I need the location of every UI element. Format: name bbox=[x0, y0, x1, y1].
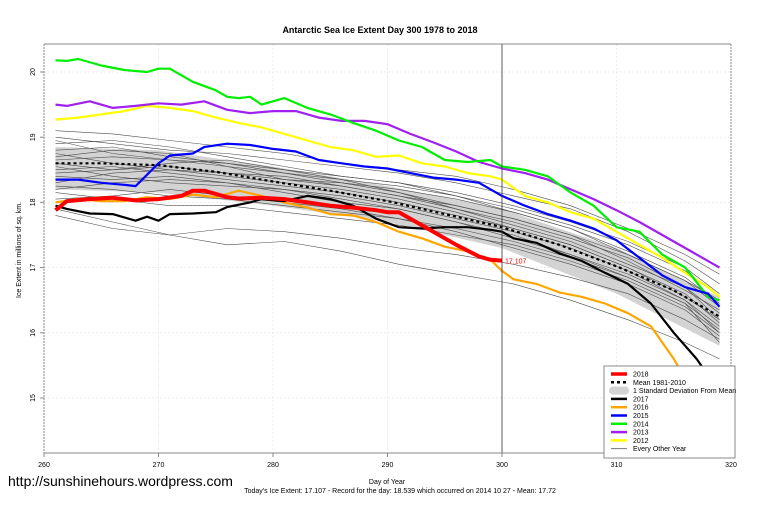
y-tick-label: 15 bbox=[30, 394, 37, 402]
series-line-2014 bbox=[55, 57, 720, 302]
y-tick-label: 20 bbox=[30, 68, 37, 76]
series-line-2015 bbox=[55, 142, 721, 308]
x-tick-label: 290 bbox=[382, 462, 394, 469]
legend-label: 2012 bbox=[633, 438, 649, 445]
legend-item: 1 Standard Deviation From Mean bbox=[609, 386, 736, 395]
legend-item: 2015 bbox=[611, 413, 649, 420]
series-line-2018 bbox=[54, 188, 503, 263]
y-ticks: 15 16 17 18 19 20 bbox=[30, 68, 44, 402]
x-tick-label: 260 bbox=[38, 462, 50, 469]
legend-item: 2018 bbox=[611, 372, 649, 379]
legend-swatch bbox=[609, 386, 629, 395]
x-tick-label: 320 bbox=[725, 462, 737, 469]
other-year-line bbox=[55, 136, 720, 285]
other-year-line bbox=[55, 140, 720, 298]
legend-label: 2013 bbox=[633, 430, 649, 437]
mean-line-group bbox=[55, 162, 721, 318]
legend-label: 2017 bbox=[633, 396, 649, 403]
legend-label: 2015 bbox=[633, 413, 649, 420]
legend-item: Every Other Year bbox=[611, 446, 687, 453]
y-tick-label: 16 bbox=[30, 329, 37, 337]
x-tick-label: 270 bbox=[153, 462, 165, 469]
x-tick-label: 310 bbox=[611, 462, 623, 469]
y-tick-label: 17 bbox=[30, 264, 37, 272]
chart-title: Antarctic Sea Ice Extent Day 300 1978 to… bbox=[282, 25, 477, 35]
series-line-2017 bbox=[55, 194, 720, 381]
legend-label: 1 Standard Deviation From Mean bbox=[633, 388, 736, 395]
legend-label: 2018 bbox=[633, 372, 649, 379]
legend-item: 2017 bbox=[611, 396, 649, 403]
legend-item: 2013 bbox=[611, 430, 649, 437]
mean-line bbox=[55, 162, 721, 318]
legend-label: 2014 bbox=[633, 421, 649, 428]
legend-item: 2014 bbox=[611, 421, 649, 428]
legend-item: 2012 bbox=[611, 438, 649, 445]
series-line-2013 bbox=[55, 100, 721, 269]
legend-label: Mean 1981-2010 bbox=[633, 380, 686, 387]
other-year-line bbox=[55, 153, 720, 304]
other-year-line bbox=[55, 166, 720, 324]
footer-stats: Today's Ice Extent: 17.107 - Record for … bbox=[244, 488, 556, 495]
legend-label: 2016 bbox=[633, 405, 649, 412]
series-line-2012 bbox=[55, 104, 721, 298]
legend-item: Mean 1981-2010 bbox=[611, 380, 686, 387]
x-tick-label: 280 bbox=[267, 462, 279, 469]
x-tick-label: 300 bbox=[496, 462, 508, 469]
x-axis-label: Day of Year bbox=[369, 479, 406, 486]
y-axis-label: Ice Extent in millions of sq. km. bbox=[16, 202, 23, 298]
y-tick-label: 19 bbox=[30, 133, 37, 141]
today-value-annotation: 17.107 bbox=[505, 259, 527, 266]
other-years bbox=[55, 130, 720, 360]
highlight-series bbox=[54, 57, 721, 435]
other-year-line bbox=[55, 208, 720, 360]
other-year-line bbox=[55, 192, 720, 334]
legend-label: Every Other Year bbox=[633, 446, 687, 453]
other-year-line bbox=[55, 166, 720, 327]
legend-item: 2016 bbox=[611, 405, 649, 412]
watermark-url[interactable]: http://sunshinehours.wordpress.com bbox=[8, 473, 233, 489]
y-tick-label: 18 bbox=[30, 198, 37, 206]
